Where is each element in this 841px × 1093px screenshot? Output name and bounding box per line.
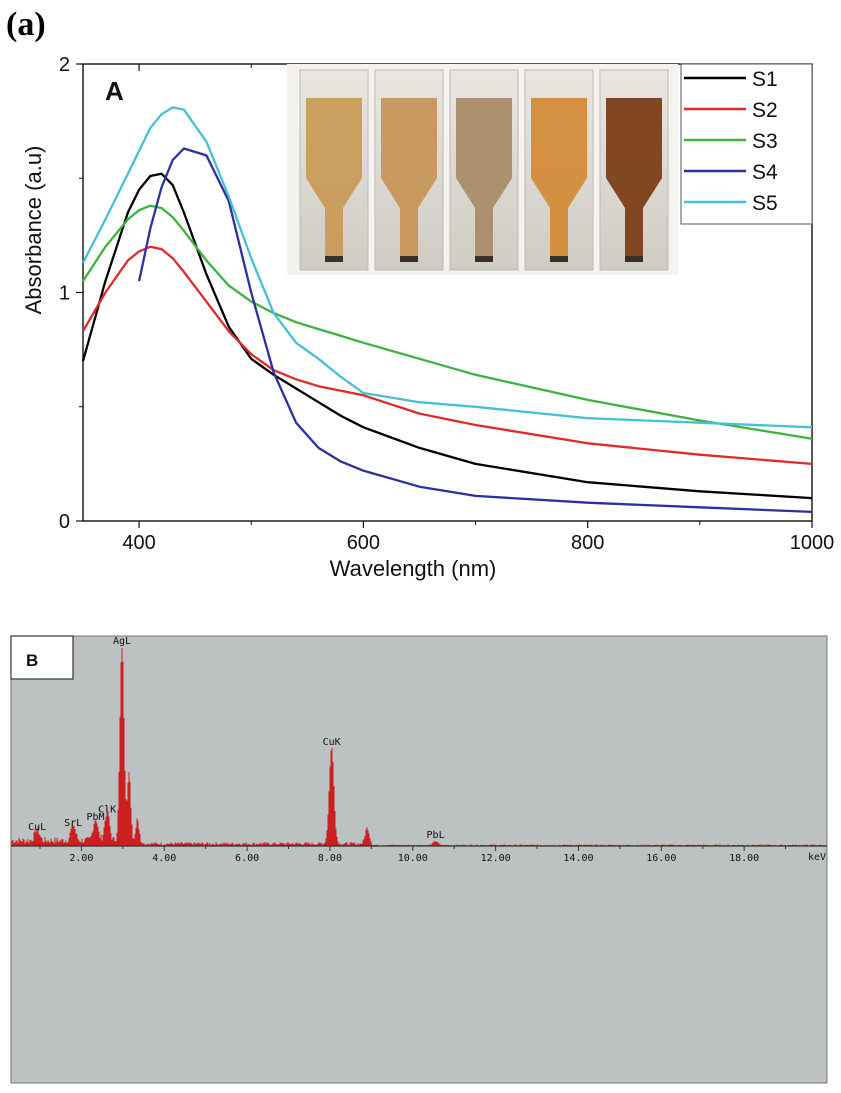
- panel-label-b: B: [26, 651, 38, 670]
- series-line-s3: [82, 204, 813, 440]
- eds-plot-background: [10, 635, 828, 1084]
- series-line-s5: [81, 106, 813, 429]
- uv-vis-chart: 400 600 800 1000 0 1 2 S1 S2 S3 S4 S5 A Wavelength…: [21, 54, 834, 581]
- eds-peak-label: AgL: [113, 636, 131, 647]
- legend-label: S4: [752, 161, 778, 184]
- eds-tick-label: 18.00: [729, 853, 759, 864]
- y-tick-label: 1: [59, 283, 70, 305]
- cuvette-liquid: [381, 98, 437, 262]
- eds-peak-label: PbM: [86, 812, 104, 823]
- x-tick-label: 600: [347, 532, 380, 554]
- uv-vis-plot-area: 400 600 800 1000 0 1 2: [59, 54, 834, 554]
- y-tick-label: 2: [59, 54, 70, 76]
- panel-label-a: A: [105, 76, 124, 106]
- eds-peak-label: SrL: [64, 818, 82, 829]
- eds-peak-label: CuK: [323, 737, 341, 748]
- series-line-s1: [81, 172, 813, 500]
- cuvette-liquid: [306, 98, 362, 262]
- eds-tick-label: 6.00: [235, 853, 259, 864]
- eds-tick-label: 4.00: [152, 853, 176, 864]
- cuvette-liquid: [531, 98, 587, 262]
- cuvette-liquid: [606, 98, 662, 262]
- eds-x-axis-label: keV: [808, 852, 826, 863]
- series-line-s4: [137, 147, 813, 514]
- x-axis-title: Wavelength (nm): [330, 556, 497, 581]
- cuvette-sediment: [550, 256, 568, 262]
- cuvette: [299, 69, 369, 271]
- absorbance-curves: [81, 106, 813, 514]
- eds-x-ticks: 2.00 4.00 6.00 8.00 10.00 12.00 14.00 16.00 18.0…: [39, 846, 787, 864]
- eds-tick-label: 2.00: [69, 853, 93, 864]
- cuvette: [599, 69, 669, 271]
- chart-legend: S1 S2 S3 S4 S5: [680, 63, 813, 225]
- cuvette-sediment: [400, 256, 418, 262]
- eds-peak-label: PbL: [427, 830, 445, 841]
- cuvette: [524, 69, 594, 271]
- cuvette: [449, 69, 519, 271]
- eds-tick-label: 12.00: [481, 853, 511, 864]
- cuvette-sediment: [625, 256, 643, 262]
- eds-tick-label: 16.00: [646, 853, 676, 864]
- x-tick-label: 1000: [790, 532, 835, 554]
- legend-box: [680, 63, 813, 225]
- eds-tick-label: 14.00: [563, 853, 593, 864]
- eds-tick-label: 10.00: [398, 853, 428, 864]
- eds-peak-label: ClK: [98, 804, 116, 815]
- figure-label: (a): [6, 6, 46, 43]
- series-line-s2: [82, 245, 813, 466]
- y-axis-title: Absorbance (a.u): [21, 146, 46, 315]
- eds-peak-label: CuL: [28, 822, 46, 833]
- legend-label: S1: [752, 68, 778, 91]
- legend-label: S2: [752, 99, 778, 122]
- legend-label: S3: [752, 130, 778, 153]
- x-tick-label: 400: [122, 532, 155, 554]
- cuvette-liquid: [456, 98, 512, 262]
- y-tick-label: 0: [59, 511, 70, 533]
- eds-tick-label: 8.00: [318, 853, 342, 864]
- cuvette-sediment: [325, 256, 343, 262]
- panel-label-box: [10, 635, 74, 680]
- eds-spectrum-chart: 2.00 4.00 6.00 8.00 10.00 12.00 14.00 16.00 18.0…: [10, 635, 828, 1084]
- legend-label: S5: [752, 192, 778, 215]
- cuvette-sediment: [475, 256, 493, 262]
- cuvette: [374, 69, 444, 271]
- x-tick-label: 800: [571, 532, 604, 554]
- cuvette-photo-inset: [287, 64, 678, 275]
